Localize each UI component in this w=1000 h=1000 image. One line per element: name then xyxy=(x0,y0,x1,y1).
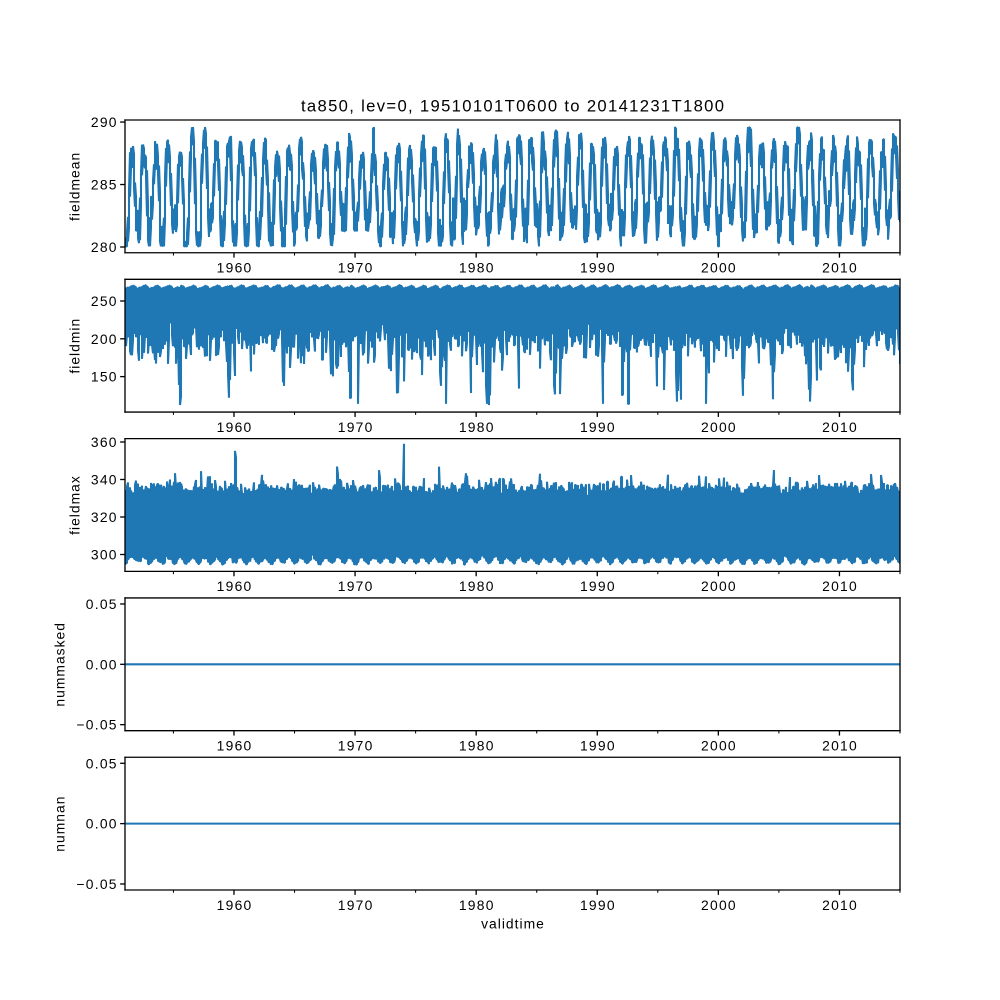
svg-text:250: 250 xyxy=(91,293,118,309)
svg-text:1980: 1980 xyxy=(459,578,495,594)
svg-text:1960: 1960 xyxy=(217,419,253,435)
svg-text:fieldmean: fieldmean xyxy=(67,152,83,221)
svg-text:validtime: validtime xyxy=(481,915,545,931)
svg-text:−0.05: −0.05 xyxy=(76,717,117,733)
svg-text:2010: 2010 xyxy=(822,419,858,435)
svg-text:1970: 1970 xyxy=(338,897,374,913)
svg-text:1990: 1990 xyxy=(580,578,616,594)
svg-text:1990: 1990 xyxy=(580,737,616,753)
svg-text:1980: 1980 xyxy=(459,260,495,276)
svg-text:1970: 1970 xyxy=(338,419,374,435)
svg-text:2000: 2000 xyxy=(701,578,737,594)
svg-text:2000: 2000 xyxy=(701,260,737,276)
svg-text:290: 290 xyxy=(91,114,118,130)
svg-text:320: 320 xyxy=(91,509,118,525)
svg-text:−0.05: −0.05 xyxy=(76,876,117,892)
svg-text:1970: 1970 xyxy=(338,260,374,276)
svg-text:1980: 1980 xyxy=(459,419,495,435)
svg-text:1980: 1980 xyxy=(459,737,495,753)
svg-text:0.05: 0.05 xyxy=(86,596,118,612)
svg-text:150: 150 xyxy=(91,369,118,385)
svg-text:300: 300 xyxy=(91,547,118,563)
svg-text:2010: 2010 xyxy=(822,737,858,753)
svg-text:1970: 1970 xyxy=(338,578,374,594)
svg-text:2010: 2010 xyxy=(822,578,858,594)
svg-text:1960: 1960 xyxy=(217,578,253,594)
svg-text:2000: 2000 xyxy=(701,419,737,435)
svg-text:1960: 1960 xyxy=(217,897,253,913)
svg-text:2000: 2000 xyxy=(701,737,737,753)
svg-text:1990: 1990 xyxy=(580,260,616,276)
svg-text:285: 285 xyxy=(91,177,118,193)
svg-text:fieldmin: fieldmin xyxy=(67,318,83,374)
svg-text:1990: 1990 xyxy=(580,897,616,913)
svg-text:1960: 1960 xyxy=(217,260,253,276)
svg-text:1960: 1960 xyxy=(217,737,253,753)
svg-text:0.05: 0.05 xyxy=(86,755,118,771)
svg-text:280: 280 xyxy=(91,239,118,255)
svg-text:2010: 2010 xyxy=(822,897,858,913)
svg-text:2000: 2000 xyxy=(701,897,737,913)
svg-text:0.00: 0.00 xyxy=(86,656,118,672)
svg-text:fieldmax: fieldmax xyxy=(67,475,83,535)
svg-text:1970: 1970 xyxy=(338,737,374,753)
svg-text:200: 200 xyxy=(91,331,118,347)
svg-text:1980: 1980 xyxy=(459,897,495,913)
svg-text:0.00: 0.00 xyxy=(86,816,118,832)
svg-text:340: 340 xyxy=(91,472,118,488)
svg-text:2010: 2010 xyxy=(822,260,858,276)
svg-text:nummasked: nummasked xyxy=(52,622,68,707)
svg-text:1990: 1990 xyxy=(580,419,616,435)
svg-text:numnan: numnan xyxy=(52,796,68,852)
svg-text:ta850, lev=0, 19510101T0600 to: ta850, lev=0, 19510101T0600 to 20141231T… xyxy=(301,97,725,116)
svg-text:360: 360 xyxy=(91,434,118,450)
